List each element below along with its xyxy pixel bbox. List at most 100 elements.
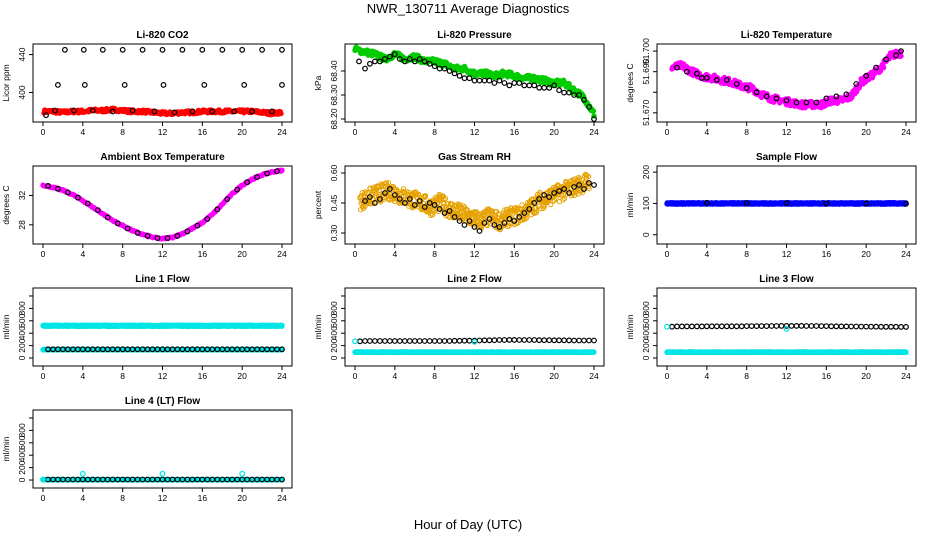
data-point: [501, 220, 508, 226]
data-point: [211, 125, 216, 130]
data-point: [476, 228, 483, 234]
data-point: [516, 80, 523, 86]
x-tick-label: 8: [744, 127, 749, 137]
data-point: [803, 99, 810, 106]
y-axis-label: Licor ppm: [1, 64, 11, 101]
data-point: [853, 81, 860, 87]
data-point: [684, 68, 690, 75]
data-point: [823, 95, 830, 102]
plot-frame: [656, 43, 917, 123]
x-tick-label: 12: [158, 249, 168, 259]
x-tick-label: 4: [80, 127, 85, 137]
data-point: [367, 194, 373, 200]
data-point: [121, 81, 128, 88]
data-point: [496, 224, 503, 230]
data-point: [723, 76, 730, 83]
data-point: [199, 46, 206, 53]
page-title: NWR_130711 Average Diagnostics: [366, 1, 570, 16]
data-point: [382, 190, 388, 196]
data-point: [171, 109, 178, 116]
data-point: [279, 46, 285, 53]
data-point: [422, 193, 429, 199]
data-point: [406, 56, 413, 62]
data-point: [556, 188, 562, 194]
data-point: [833, 93, 840, 100]
data-point: [209, 108, 216, 115]
data-point: [160, 81, 167, 88]
x-tick-label: 0: [41, 249, 46, 259]
data-point: [451, 70, 458, 77]
data-point: [406, 196, 413, 202]
data-point: [506, 223, 512, 229]
data-point: [560, 192, 567, 198]
data-point: [561, 195, 568, 202]
x-tick-label: 4: [704, 127, 709, 137]
data-point: [576, 92, 582, 98]
data-point: [533, 209, 540, 215]
x-tick-label: 16: [198, 249, 208, 259]
data-point: [446, 208, 453, 214]
data-point: [55, 185, 61, 192]
data-point: [139, 46, 146, 53]
data-point: [43, 112, 49, 119]
data-point: [576, 176, 583, 182]
data-point: [94, 207, 101, 214]
y-tick-label: 68.30: [329, 84, 339, 106]
data-point: [471, 77, 478, 84]
data-point: [109, 108, 116, 115]
data-point: [52, 107, 58, 114]
data-point: [571, 184, 577, 190]
data-point: [531, 82, 538, 89]
data-point: [244, 179, 251, 186]
data-point: [80, 46, 87, 53]
x-tick-label: 24: [901, 127, 911, 137]
x-tick-label: 8: [744, 249, 749, 259]
plot-frame: [344, 165, 605, 245]
data-point: [387, 53, 393, 60]
x-tick-label: 16: [822, 249, 832, 259]
data-point: [396, 56, 403, 62]
y-axis-label: degrees C: [1, 185, 11, 224]
data-point: [585, 173, 592, 180]
data-point: [62, 46, 68, 53]
data-point: [104, 214, 111, 221]
data-point: [471, 224, 478, 230]
data-point: [441, 200, 447, 207]
data-point: [421, 204, 428, 210]
data-point: [400, 193, 406, 199]
data-point: [521, 210, 528, 216]
y-tick-label: 68.20: [329, 108, 339, 130]
data-point: [501, 80, 508, 86]
data-point: [903, 200, 909, 207]
data-point: [151, 108, 158, 115]
data-point: [823, 200, 830, 207]
x-tick-label: 24: [589, 249, 599, 259]
data-point: [50, 125, 55, 130]
data-point: [581, 186, 587, 192]
x-tick-label: 16: [822, 127, 832, 137]
data-point: [219, 46, 226, 53]
data-point: [703, 74, 710, 81]
data-point: [783, 97, 790, 104]
series-group: [40, 322, 285, 353]
data-point: [426, 60, 433, 67]
data-point: [873, 64, 879, 71]
y-axis-label: degrees C: [625, 63, 635, 102]
x-tick-label: 8: [432, 249, 437, 259]
y-tick-label: 200: [641, 165, 651, 179]
data-point: [813, 99, 820, 106]
data-point: [431, 202, 438, 208]
data-point: [411, 202, 418, 208]
series-group: [669, 48, 904, 111]
data-point: [763, 93, 770, 100]
data-point: [576, 182, 582, 188]
data-point: [279, 81, 285, 88]
data-point: [89, 107, 96, 114]
data-point: [541, 84, 548, 91]
data-point: [279, 167, 285, 173]
